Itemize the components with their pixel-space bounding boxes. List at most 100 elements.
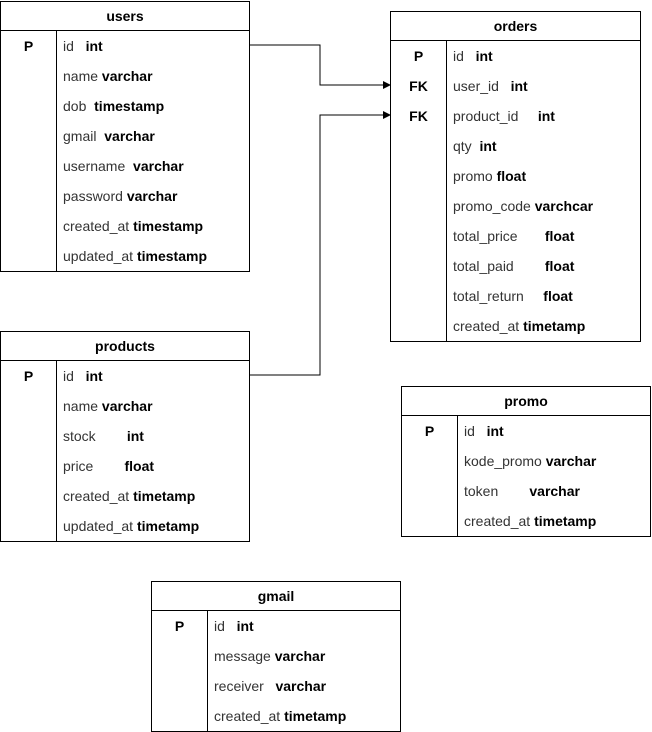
- field-gap: [225, 618, 237, 634]
- field-name: receiver: [214, 678, 264, 694]
- field-key-badge: FK: [409, 108, 428, 124]
- field-name: gmail: [63, 128, 97, 144]
- field-type: varchar: [101, 68, 153, 84]
- field-definition: id int: [453, 41, 493, 71]
- field-type: timetamp: [133, 488, 196, 504]
- field-type: timestamp: [94, 98, 165, 114]
- field-row[interactable]: promo float: [391, 161, 640, 191]
- field-definition: token varchar: [464, 476, 580, 506]
- key-column-divider: [152, 611, 208, 731]
- field-definition: dob timestamp: [63, 91, 164, 121]
- field-row[interactable]: total_return float: [391, 281, 640, 311]
- field-gap: [74, 368, 86, 384]
- field-name: stock: [63, 428, 96, 444]
- field-name: password: [63, 188, 123, 204]
- field-type: int: [479, 138, 497, 154]
- field-type: int: [126, 428, 144, 444]
- field-definition: created_at timetamp: [63, 481, 195, 511]
- field-row[interactable]: updated_at timetamp: [1, 511, 249, 541]
- table-title: orders: [391, 12, 640, 41]
- field-row[interactable]: password varchar: [1, 181, 249, 211]
- field-definition: name varchar: [63, 61, 153, 91]
- field-row[interactable]: stock int: [1, 421, 249, 451]
- field-definition: created_at timetamp: [453, 311, 585, 341]
- relation-users-id-to-orders-user_id: [250, 44, 391, 89]
- field-key-badge: P: [23, 38, 34, 54]
- field-definition: gmail varchar: [63, 121, 155, 151]
- field-definition: created_at timetamp: [464, 506, 596, 536]
- field-gap: [74, 38, 86, 54]
- field-gap: [475, 423, 487, 439]
- field-row[interactable]: qty int: [391, 131, 640, 161]
- field-row[interactable]: total_paid float: [391, 251, 640, 281]
- field-row[interactable]: name varchar: [1, 61, 249, 91]
- field-row[interactable]: created_at timetamp: [402, 506, 650, 536]
- field-name: promo: [453, 168, 493, 184]
- field-definition: price float: [63, 451, 154, 481]
- field-type: int: [85, 38, 103, 54]
- field-row[interactable]: created_at timetamp: [152, 701, 400, 731]
- field-definition: created_at timetamp: [214, 701, 346, 731]
- field-row[interactable]: updated_at timestamp: [1, 241, 249, 271]
- field-row[interactable]: created_at timetamp: [391, 311, 640, 341]
- field-definition: promo float: [453, 161, 526, 191]
- field-row[interactable]: price float: [1, 451, 249, 481]
- field-type: varchar: [545, 453, 597, 469]
- field-row[interactable]: message varchar: [152, 641, 400, 671]
- field-name: promo_code: [453, 198, 531, 214]
- field-row[interactable]: total_price float: [391, 221, 640, 251]
- field-type: int: [236, 618, 254, 634]
- field-key-badge: P: [413, 48, 424, 64]
- field-name: updated_at: [63, 248, 134, 264]
- field-row[interactable]: dob timestamp: [1, 91, 249, 121]
- field-definition: stock int: [63, 421, 144, 451]
- field-row[interactable]: created_at timestamp: [1, 211, 249, 241]
- field-type: int: [486, 423, 504, 439]
- key-column-divider: [1, 31, 57, 271]
- field-row[interactable]: FK user_id int: [391, 71, 640, 101]
- field-row[interactable]: kode_promo varchar: [402, 446, 650, 476]
- field-type: timetamp: [534, 513, 597, 529]
- field-definition: id int: [214, 611, 254, 641]
- field-row[interactable]: FK product_id int: [391, 101, 640, 131]
- field-key-badge: P: [23, 368, 34, 384]
- field-type: timetamp: [136, 518, 200, 534]
- field-definition: kode_promo varchar: [464, 446, 596, 476]
- field-definition: total_return float: [453, 281, 573, 311]
- field-key-badge: P: [174, 618, 185, 634]
- field-name: dob: [63, 98, 87, 114]
- field-row[interactable]: token varchar: [402, 476, 650, 506]
- relation-products-id-to-orders-product_id: [250, 111, 391, 376]
- field-gap: [93, 458, 124, 474]
- field-row[interactable]: gmail varchar: [1, 121, 249, 151]
- field-type: float: [544, 258, 575, 274]
- field-type: float: [496, 168, 527, 184]
- key-column-divider: [1, 361, 57, 541]
- field-type: float: [124, 458, 155, 474]
- field-gap: [464, 48, 476, 64]
- field-type: varchar: [529, 483, 580, 499]
- field-row[interactable]: receiver varchar: [152, 671, 400, 701]
- field-definition: id int: [63, 361, 103, 391]
- field-definition: created_at timestamp: [63, 211, 203, 241]
- field-row[interactable]: created_at timetamp: [1, 481, 249, 511]
- field-row[interactable]: username varchar: [1, 151, 249, 181]
- field-name: created_at: [464, 513, 531, 529]
- field-row[interactable]: name varchar: [1, 391, 249, 421]
- field-definition: id int: [464, 416, 504, 446]
- field-gap: [264, 678, 276, 694]
- field-definition: updated_at timestamp: [63, 241, 207, 271]
- field-row[interactable]: promo_code varchcar: [391, 191, 640, 221]
